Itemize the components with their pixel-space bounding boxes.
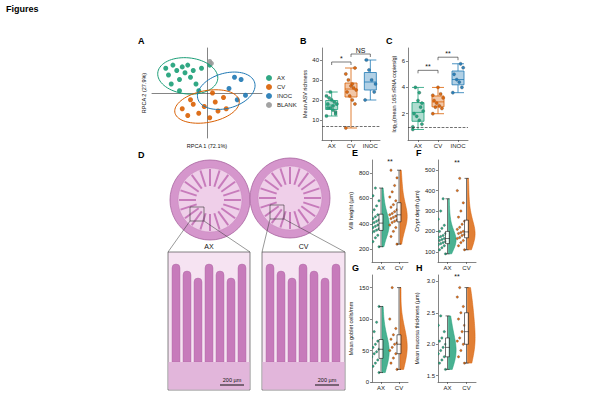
svg-text:10: 10 [312,117,319,123]
svg-text:0: 0 [366,379,370,385]
svg-text:C: C [386,36,393,46]
svg-text:Figures: Figures [6,4,39,14]
svg-text:Mean ASV richness: Mean ASV richness [302,70,308,118]
svg-text:RPCA 1 (72.1%): RPCA 1 (72.1%) [187,143,228,149]
svg-text:CV: CV [299,243,309,250]
svg-text:CV: CV [347,143,355,149]
svg-text:6: 6 [402,58,406,64]
svg-text:3.0: 3.0 [427,278,436,284]
svg-text:150: 150 [359,285,370,291]
svg-text:*: * [340,55,343,62]
svg-text:G: G [352,263,359,273]
svg-text:30: 30 [312,77,319,83]
svg-text:INOC: INOC [363,143,379,149]
svg-text:Villi height (µm): Villi height (µm) [348,192,354,230]
svg-text:4: 4 [402,84,406,90]
svg-text:AX: AX [377,385,385,391]
svg-text:CV: CV [462,265,470,271]
svg-text:CV: CV [277,84,285,90]
svg-text:600: 600 [359,195,370,201]
svg-text:CV: CV [434,143,442,149]
svg-text:400: 400 [359,221,370,227]
svg-text:20: 20 [312,97,319,103]
svg-text:**: ** [425,63,431,70]
svg-text:40: 40 [312,57,319,63]
svg-text:Mean mucosa thickness (µm): Mean mucosa thickness (µm) [414,292,420,364]
svg-text:F: F [416,148,422,158]
svg-text:H: H [416,263,423,273]
svg-text:100: 100 [359,316,370,322]
svg-text:2.0: 2.0 [427,341,436,347]
svg-text:500: 500 [425,167,436,173]
svg-text:200 µm: 200 µm [223,377,242,383]
svg-text:1.5: 1.5 [427,373,436,379]
svg-text:E: E [352,148,358,158]
svg-text:300: 300 [425,208,436,214]
svg-text:**: ** [454,273,460,280]
svg-text:AX: AX [277,75,285,81]
svg-text:AX: AX [443,265,451,271]
svg-text:**: ** [387,158,393,165]
svg-text:AX: AX [328,143,336,149]
svg-text:CV: CV [395,265,403,271]
svg-text:INOC: INOC [277,93,293,99]
svg-text:AX: AX [443,385,451,391]
svg-text:RPCA 2 (27.9%): RPCA 2 (27.9%) [141,73,147,114]
svg-text:log₁₀(mean 16S rRNA copies/g): log₁₀(mean 16S rRNA copies/g) [391,55,397,132]
svg-text:AX: AX [204,243,214,250]
svg-text:400: 400 [425,188,436,194]
svg-text:A: A [138,36,145,46]
svg-text:INOC: INOC [451,143,467,149]
svg-text:200: 200 [425,228,436,234]
svg-text:AX: AX [414,143,422,149]
svg-text:B: B [300,36,307,46]
svg-text:50: 50 [362,348,369,354]
svg-text:BLANK: BLANK [277,102,297,108]
svg-text:200: 200 [359,246,370,252]
svg-text:**: ** [445,50,451,57]
svg-text:100: 100 [425,249,436,255]
svg-text:NS: NS [356,47,366,54]
svg-text:2: 2 [402,111,406,117]
svg-text:D: D [138,150,145,160]
svg-text:**: ** [454,159,460,166]
svg-text:CV: CV [395,385,403,391]
svg-text:800: 800 [359,170,370,176]
svg-text:Mean goblet cells/mm: Mean goblet cells/mm [348,301,354,355]
svg-text:200 µm: 200 µm [318,377,337,383]
svg-text:CV: CV [462,385,470,391]
svg-text:AX: AX [377,265,385,271]
svg-text:Crypt depth (µm): Crypt depth (µm) [414,190,420,232]
svg-text:2.5: 2.5 [427,310,436,316]
